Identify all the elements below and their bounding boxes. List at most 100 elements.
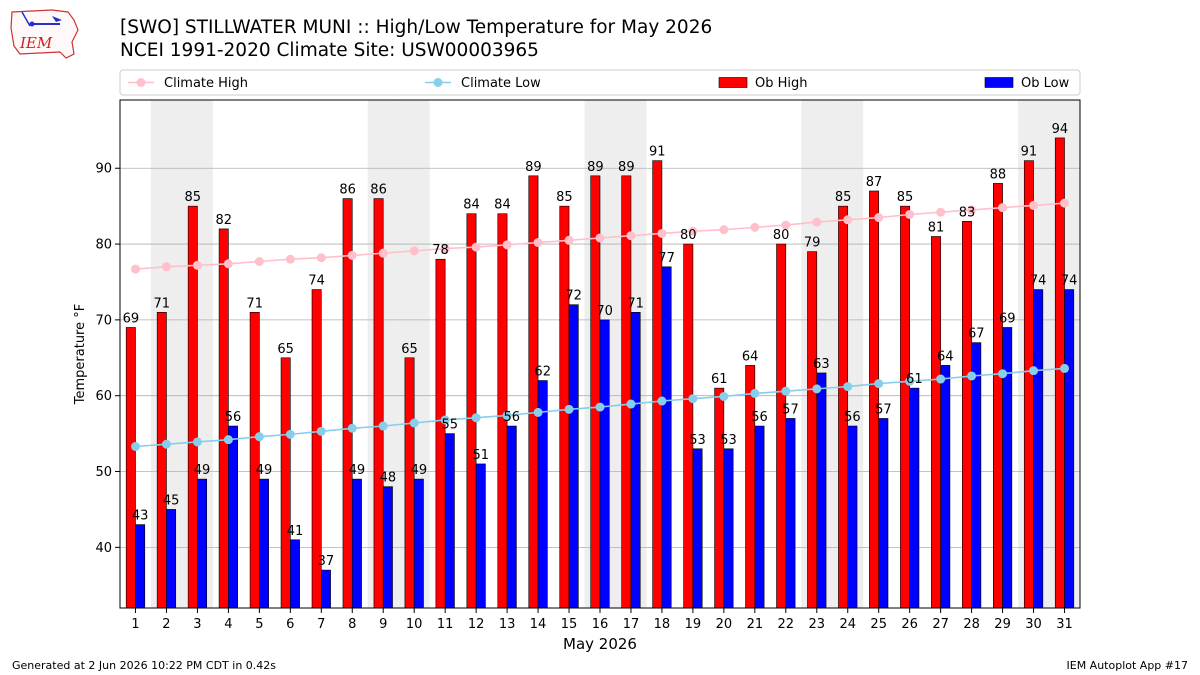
climate-high-point — [1060, 198, 1070, 208]
climate-high-point — [533, 238, 543, 248]
climate-high-point — [998, 203, 1008, 213]
ob-high-bar — [373, 198, 384, 609]
y-tick-label: 90 — [95, 162, 112, 177]
x-tick-label: 4 — [224, 617, 232, 632]
x-tick-label: 21 — [747, 617, 764, 632]
x-tick-label: 10 — [406, 617, 423, 632]
ob-high-bar — [714, 387, 725, 609]
y-tick-label: 50 — [95, 465, 112, 480]
ob-low-label: 41 — [287, 524, 304, 539]
x-tick-label: 19 — [685, 617, 702, 632]
ob-high-bar — [435, 258, 446, 609]
climate-high-point — [316, 253, 326, 263]
ob-low-bar — [909, 387, 920, 609]
ob-low-bar — [444, 433, 455, 609]
climate-high-point — [936, 207, 946, 217]
ob-high-bar — [869, 190, 880, 609]
climate-high-point — [440, 244, 450, 254]
ob-low-bar — [971, 342, 982, 609]
climate-low-point — [223, 435, 233, 445]
climate-low-point — [1060, 363, 1070, 373]
ob-low-label: 48 — [380, 471, 397, 486]
climate-low-point — [843, 382, 853, 392]
x-tick-label: 5 — [255, 617, 263, 632]
ob-low-label: 49 — [349, 463, 366, 478]
climate-low-point — [719, 391, 729, 401]
climate-high-point — [626, 231, 636, 241]
ob-high-bar — [466, 213, 477, 609]
climate-low-point — [626, 399, 636, 409]
x-tick-label: 13 — [499, 617, 516, 632]
climate-low-point — [285, 429, 295, 439]
ob-low-bar — [754, 425, 765, 609]
x-tick-label: 20 — [716, 617, 733, 632]
ob-low-bar — [475, 463, 486, 609]
legend-bar-swatch — [718, 77, 748, 88]
ob-high-bar — [992, 183, 1003, 609]
ob-low-label: 61 — [906, 372, 923, 387]
iem-logo: IEM — [10, 9, 79, 59]
ob-high-bar — [745, 365, 756, 609]
climate-high-point — [502, 240, 512, 250]
ob-high-label: 87 — [866, 175, 883, 190]
ob-high-bar — [962, 221, 972, 609]
climate-low-point — [595, 402, 605, 412]
ob-low-bar — [878, 418, 889, 609]
ob-low-label: 49 — [256, 463, 273, 478]
ob-low-bar — [228, 425, 238, 609]
climate-low-point — [998, 369, 1008, 379]
ob-high-label: 74 — [308, 274, 325, 289]
climate-high-point — [192, 260, 202, 270]
ob-high-label: 85 — [185, 190, 202, 205]
legend: Climate High Climate Low Ob High Ob Low — [119, 69, 1081, 96]
ob-low-label: 57 — [782, 402, 799, 417]
ob-high-bar — [404, 357, 415, 609]
ob-low-label: 56 — [751, 410, 768, 425]
ob-low-label: 56 — [844, 410, 861, 425]
x-tick-label: 17 — [623, 617, 640, 632]
chart-subtitle: NCEI 1991-2020 Climate Site: USW00003965 — [120, 40, 539, 61]
x-tick-label: 22 — [778, 617, 795, 632]
climate-high-point — [905, 209, 915, 219]
ob-low-bar — [1033, 289, 1044, 609]
legend-box — [119, 69, 1081, 96]
ob-high-label: 79 — [804, 236, 821, 251]
climate-low-point — [781, 386, 791, 396]
ob-low-bar — [816, 372, 827, 609]
climate-low-point — [378, 421, 388, 431]
x-tick-label: 18 — [654, 617, 671, 632]
ob-high-label: 89 — [525, 160, 542, 175]
x-axis-label: May 2026 — [563, 635, 637, 653]
ob-low-bar — [259, 478, 269, 609]
ob-low-label: 49 — [194, 463, 211, 478]
climate-high-point — [657, 228, 667, 238]
ob-low-label: 64 — [937, 349, 954, 364]
climate-low-point — [750, 388, 760, 398]
climate-high-point — [781, 220, 791, 230]
ob-high-label: 61 — [711, 372, 728, 387]
x-tick-label: 2 — [162, 617, 170, 632]
ob-high-bar — [1023, 160, 1034, 609]
ob-high-label: 81 — [928, 220, 945, 235]
ob-low-bar — [692, 448, 703, 609]
x-tick-label: 12 — [468, 617, 485, 632]
x-tick-label: 14 — [530, 617, 547, 632]
climate-high-point — [843, 215, 853, 225]
footer-app: IEM Autoplot App #17 — [1066, 659, 1189, 672]
climate-low-point — [874, 379, 884, 389]
ob-low-bar — [382, 486, 393, 609]
ob-high-label: 80 — [773, 228, 790, 243]
ob-high-label: 71 — [154, 296, 171, 311]
ob-low-bar — [166, 509, 177, 609]
climate-high-point — [595, 233, 605, 243]
ob-low-label: 67 — [968, 327, 985, 342]
x-tick-label: 6 — [286, 617, 294, 632]
climate-high-point — [223, 259, 233, 269]
ob-high-bar — [249, 311, 260, 609]
ob-high-label: 65 — [401, 342, 418, 357]
climate-low-point — [564, 404, 574, 414]
x-tick-label: 23 — [809, 617, 826, 632]
climate-low-point — [688, 394, 698, 404]
